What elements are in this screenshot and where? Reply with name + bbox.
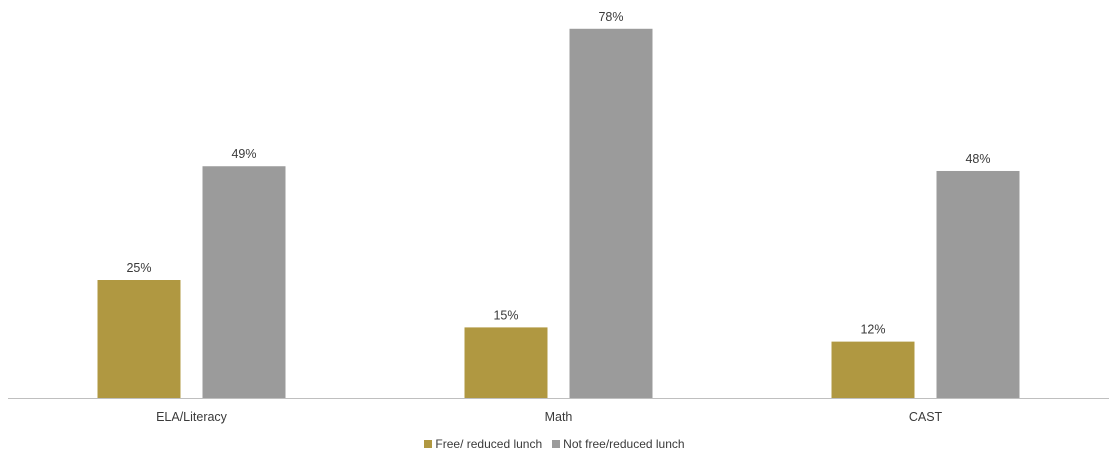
bar-chart: 25% 49% 15% 78% 12% 48% ELA/Literacy Math CAST xyxy=(8,10,1109,424)
legend: Free/ reduced lunch Not free/reduced lun… xyxy=(0,437,1109,451)
legend-label-not-free-reduced: Not free/reduced lunch xyxy=(563,437,685,451)
bar-cast-free-reduced xyxy=(831,341,915,399)
bar-math-not-free-reduced xyxy=(569,28,653,399)
bar-cast-not-free-reduced xyxy=(936,170,1020,399)
category-label-cast: CAST xyxy=(909,410,943,424)
bar-math-free-reduced xyxy=(464,327,548,399)
value-labels-group: 25% 49% 15% 78% 12% 48% xyxy=(126,10,990,337)
value-label-ela-literacy-free-reduced: 25% xyxy=(126,261,151,275)
legend-item-free-reduced: Free/ reduced lunch xyxy=(424,437,542,451)
legend-label-free-reduced: Free/ reduced lunch xyxy=(435,437,543,451)
legend-swatch-not-free-reduced xyxy=(552,440,561,448)
value-label-math-free-reduced: 15% xyxy=(493,308,518,322)
value-label-cast-not-free-reduced: 48% xyxy=(965,152,990,166)
bar-ela-literacy-free-reduced xyxy=(97,280,181,399)
bar-ela-literacy-not-free-reduced xyxy=(202,166,286,399)
value-label-cast-free-reduced: 12% xyxy=(860,323,885,337)
value-label-ela-literacy-not-free-reduced: 49% xyxy=(231,147,256,161)
category-label-math: Math xyxy=(545,410,573,424)
category-labels-group: ELA/Literacy Math CAST xyxy=(156,410,942,424)
value-label-math-not-free-reduced: 78% xyxy=(598,10,623,24)
legend-swatch-free-reduced xyxy=(424,440,433,448)
bars-group xyxy=(97,28,1020,399)
category-label-ela-literacy: ELA/Literacy xyxy=(156,410,228,424)
legend-item-not-free-reduced: Not free/reduced lunch xyxy=(552,437,685,451)
